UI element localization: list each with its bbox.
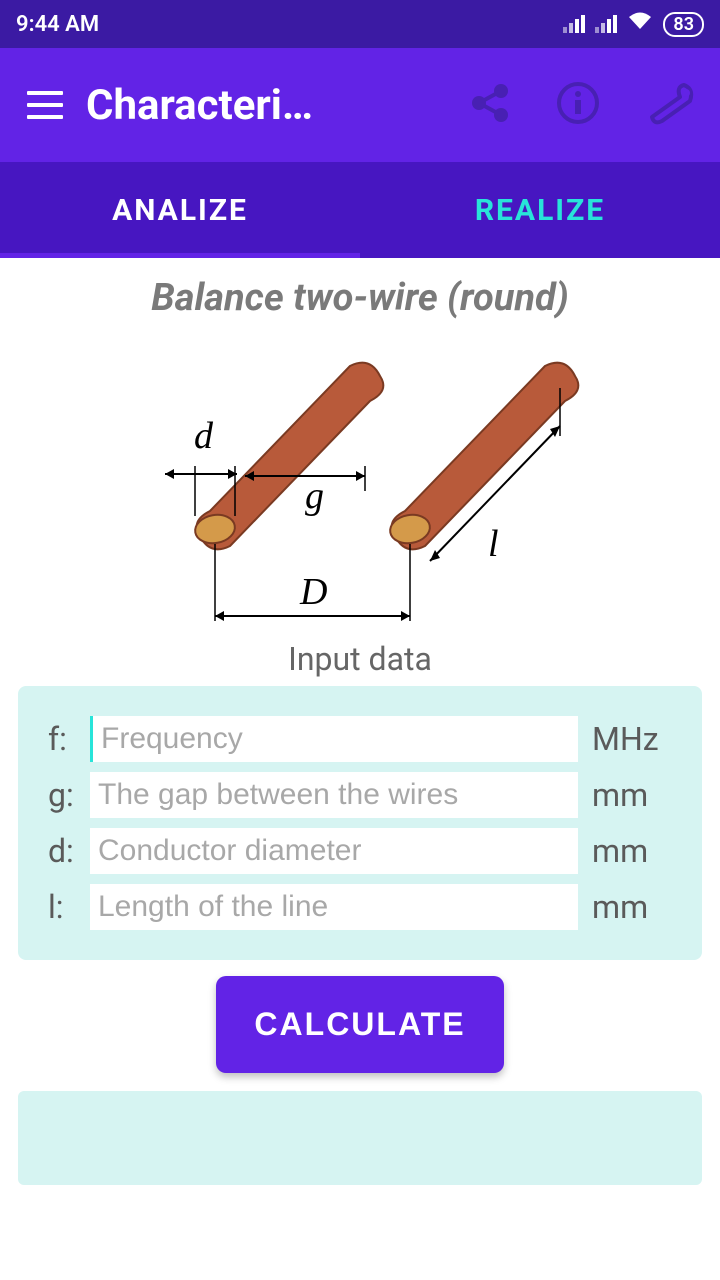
app-title: Characteri… [86,81,346,130]
input-label-l: l: [48,888,90,926]
input-unit-f: MHz [578,720,672,758]
calculate-button[interactable]: CALCULATE [216,976,503,1073]
input-unit-g: mm [578,776,672,814]
frequency-input[interactable] [90,716,578,762]
signal-icon [563,15,585,33]
result-panel [18,1091,702,1185]
tab-realize[interactable]: REALIZE [360,162,720,258]
tab-realize-label: REALIZE [475,193,605,228]
page-subtitle: Balance two-wire (round) [18,276,702,320]
toolbar-icons [468,81,710,129]
content: Balance two-wire (round) d g [0,276,720,1185]
calc-wrap: CALCULATE [18,976,702,1073]
input-row-f: f: MHz [48,716,672,762]
length-input[interactable] [90,884,578,930]
input-row-l: l: mm [48,884,672,930]
diagram-label-g: g [305,475,324,517]
wifi-icon [627,11,653,37]
input-panel: f: MHz g: mm d: mm l: mm [18,686,702,960]
wrench-icon[interactable] [644,81,696,129]
status-time: 9:44 AM [16,12,99,37]
status-right: 83 [563,11,704,37]
status-bar: 9:44 AM 83 [0,0,720,48]
share-icon[interactable] [468,81,512,129]
diagram-label-D: D [299,571,327,613]
input-unit-d: mm [578,832,672,870]
diameter-input[interactable] [90,828,578,874]
tab-analize[interactable]: ANALIZE [0,162,360,258]
input-heading: Input data [18,640,702,678]
gap-input[interactable] [90,772,578,818]
input-label-d: d: [48,832,90,870]
input-label-f: f: [48,720,90,758]
input-unit-l: mm [578,888,672,926]
tab-analize-label: ANALIZE [112,193,248,228]
battery-badge: 83 [663,12,704,37]
tabs: ANALIZE REALIZE [0,162,720,258]
input-row-d: d: mm [48,828,672,874]
info-icon[interactable] [556,81,600,129]
input-row-g: g: mm [48,772,672,818]
input-label-g: g: [48,776,90,814]
signal-icon-2 [595,15,617,33]
app-bar: Characteri… [0,48,720,162]
diagram-label-d: d [194,415,214,457]
diagram-label-l: l [488,523,499,565]
diagram: d g D l [18,336,702,626]
menu-button[interactable] [10,70,80,140]
